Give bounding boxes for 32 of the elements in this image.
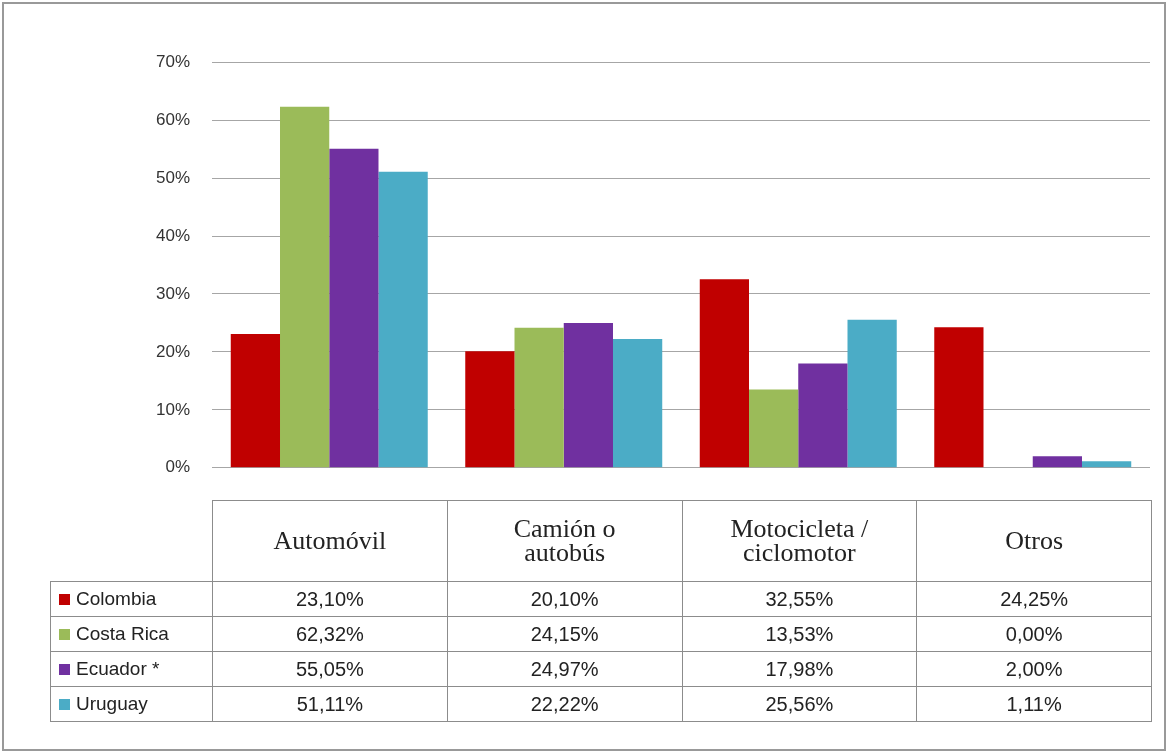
x-tick-label: Motocicleta / ciclomotor — [729, 514, 870, 567]
data-label: 24,15% — [447, 616, 682, 652]
y-tick-label: 20% — [155, 341, 190, 361]
x-tick-label: Camión o autobús — [512, 514, 617, 567]
y-tick-label: 10% — [155, 399, 190, 419]
y-tick-label: 0% — [165, 457, 190, 477]
legend-label: Uruguay — [50, 686, 213, 722]
data-label: 2,00% — [916, 651, 1152, 687]
data-label: 17,98% — [682, 651, 917, 687]
y-tick-label: 40% — [155, 225, 190, 245]
y-tick-label: 50% — [155, 167, 190, 187]
data-label: 20,10% — [447, 581, 682, 617]
data-label: 55,05% — [212, 651, 448, 687]
data-label: 51,11% — [212, 686, 448, 722]
data-label: 0,00% — [916, 616, 1152, 652]
y-tick-label: 70% — [155, 51, 190, 71]
data-label: 22,22% — [447, 686, 682, 722]
data-label: 24,97% — [447, 651, 682, 687]
data-label: 1,11% — [916, 686, 1152, 722]
data-label: 62,32% — [212, 616, 448, 652]
data-label: 25,56% — [682, 686, 917, 722]
y-tick-label: 60% — [155, 109, 190, 129]
legend-label: Costa Rica — [50, 616, 213, 652]
data-label: 13,53% — [682, 616, 917, 652]
data-label: 24,25% — [916, 581, 1152, 617]
x-tick-label: Otros — [1004, 526, 1064, 555]
legend-label: Ecuador * — [50, 651, 213, 687]
x-tick-label: Automóvil — [272, 526, 388, 555]
data-label: 32,55% — [682, 581, 917, 617]
legend-label: Colombia — [50, 581, 213, 617]
data-label: 23,10% — [212, 581, 448, 617]
y-tick-label: 30% — [155, 283, 190, 303]
